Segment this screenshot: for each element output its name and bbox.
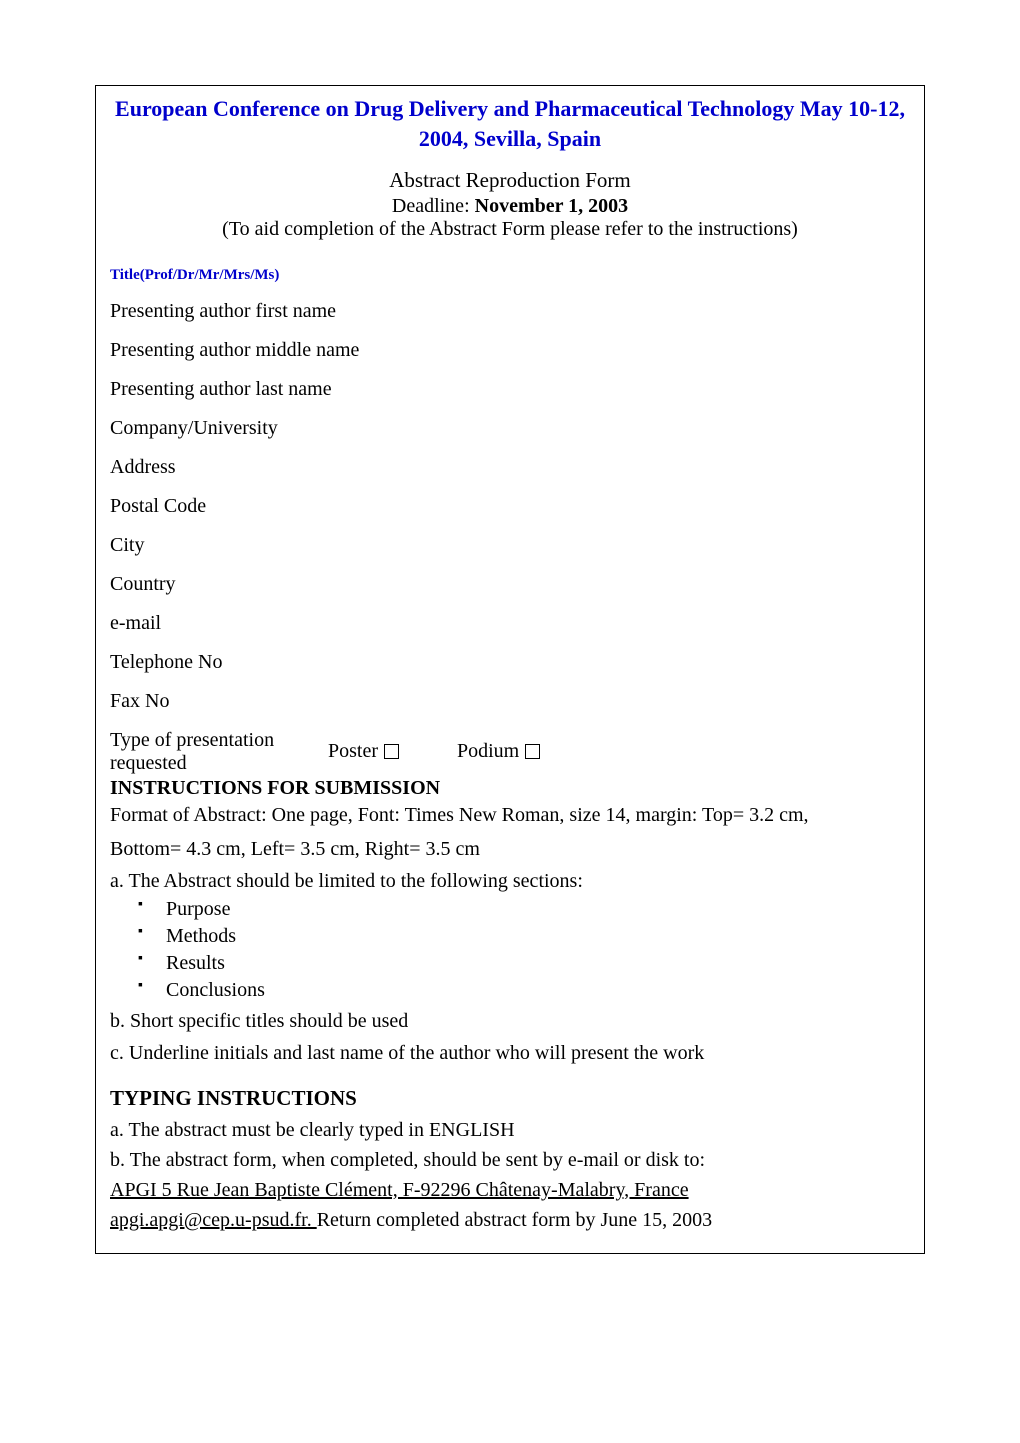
postal-code-field[interactable]: Postal Code — [110, 495, 910, 518]
bullet-results: Results — [166, 950, 910, 977]
country-field[interactable]: Country — [110, 573, 910, 596]
bullet-conclusions: Conclusions — [166, 977, 910, 1004]
conference-title: European Conference on Drug Delivery and… — [110, 94, 910, 153]
typing-b: b. The abstract form, when completed, sh… — [110, 1145, 910, 1175]
title-field-label[interactable]: Title(Prof/Dr/Mr/Mrs/Ms) — [110, 267, 910, 284]
fax-field[interactable]: Fax No — [110, 690, 910, 713]
sections-bullet-list: Purpose Methods Results Conclusions — [110, 896, 910, 1004]
podium-option[interactable]: Podium — [457, 740, 540, 763]
bullet-purpose: Purpose — [166, 896, 910, 923]
typing-a: a. The abstract must be clearly typed in… — [110, 1115, 910, 1145]
company-field[interactable]: Company/University — [110, 417, 910, 440]
address-field[interactable]: Address — [110, 456, 910, 479]
deadline-line: Deadline: November 1, 2003 — [110, 195, 910, 218]
form-subtitle: Abstract Reproduction Form — [110, 167, 910, 194]
abstract-form-container: European Conference on Drug Delivery and… — [95, 85, 925, 1254]
presentation-type-row: Type of presentation requested Poster Po… — [110, 729, 910, 775]
format-line-2: Bottom= 4.3 cm, Left= 3.5 cm, Right= 3.5… — [110, 834, 910, 864]
instruction-c: c. Underline initials and last name of t… — [110, 1038, 910, 1068]
city-field[interactable]: City — [110, 534, 910, 557]
telephone-field[interactable]: Telephone No — [110, 651, 910, 674]
instruction-b: b. Short specific titles should be used — [110, 1006, 910, 1036]
deadline-date: November 1, 2003 — [475, 195, 629, 217]
deadline-label: Deadline: — [392, 195, 475, 217]
return-by-text: Return completed abstract form by June 1… — [317, 1209, 712, 1231]
typing-heading: TYPING INSTRUCTIONS — [110, 1086, 910, 1111]
presentation-type-label: Type of presentation requested — [110, 729, 300, 775]
poster-checkbox[interactable] — [384, 744, 399, 759]
poster-label: Poster — [328, 740, 378, 763]
last-name-field[interactable]: Presenting author last name — [110, 378, 910, 401]
submission-address: APGI 5 Rue Jean Baptiste Clément, F-9229… — [110, 1175, 910, 1205]
middle-name-field[interactable]: Presenting author middle name — [110, 339, 910, 362]
podium-checkbox[interactable] — [525, 744, 540, 759]
email-field[interactable]: e-mail — [110, 612, 910, 635]
instructions-heading: INSTRUCTIONS FOR SUBMISSION — [110, 777, 910, 800]
submission-email: apgi.apgi@cep.u-psud.fr. — [110, 1209, 317, 1231]
submission-email-line: apgi.apgi@cep.u-psud.fr. Return complete… — [110, 1205, 910, 1235]
instruction-a: a. The Abstract should be limited to the… — [110, 866, 910, 896]
first-name-field[interactable]: Presenting author first name — [110, 300, 910, 323]
format-line-1: Format of Abstract: One page, Font: Time… — [110, 800, 910, 830]
aid-instruction-text: (To aid completion of the Abstract Form … — [110, 218, 910, 241]
podium-label: Podium — [457, 740, 519, 763]
poster-option[interactable]: Poster — [328, 740, 399, 763]
bullet-methods: Methods — [166, 923, 910, 950]
